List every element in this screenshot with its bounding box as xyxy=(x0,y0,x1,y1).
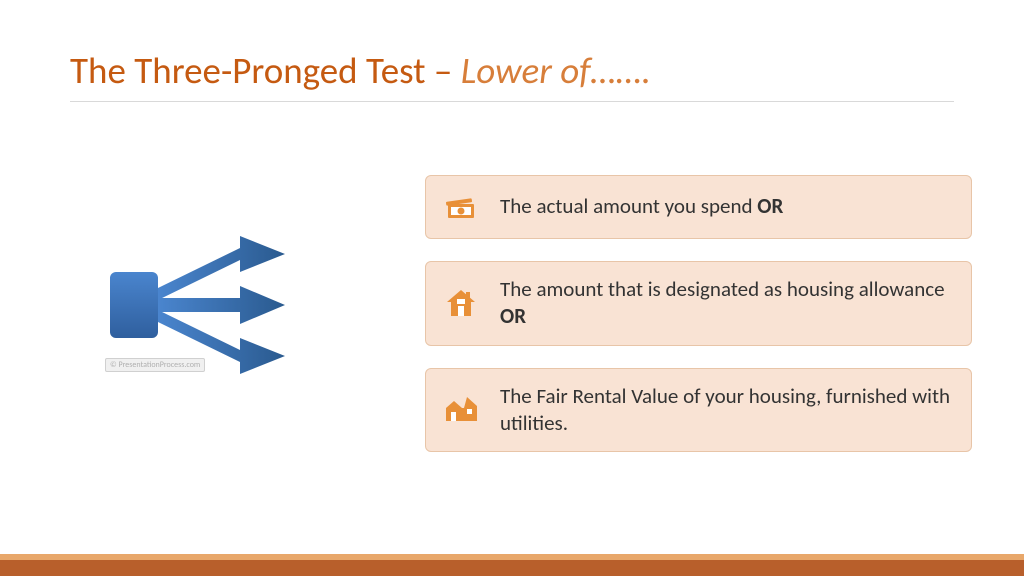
item-text-main: The Fair Rental Value of your housing, f… xyxy=(500,383,950,436)
item-text-bold: OR xyxy=(500,303,526,329)
items-list: The actual amount you spend OR The amoun… xyxy=(425,175,972,474)
footer-bar xyxy=(0,560,1024,576)
title-part-1: The Three-Pronged Test – xyxy=(70,48,461,93)
list-item: The amount that is designated as housing… xyxy=(425,261,972,346)
title-area: The Three-Pronged Test – Lower of……. xyxy=(70,48,954,102)
money-icon xyxy=(444,190,478,224)
item-text: The Fair Rental Value of your housing, f… xyxy=(500,383,953,438)
item-text-bold: OR xyxy=(757,193,783,219)
item-text: The amount that is designated as housing… xyxy=(500,276,953,331)
watermark: © PresentationProcess.com xyxy=(105,358,205,372)
item-text-main: The actual amount you spend xyxy=(500,193,757,219)
item-text: The actual amount you spend OR xyxy=(500,193,783,220)
houses-icon xyxy=(444,393,478,427)
page-title: The Three-Pronged Test – Lower of……. xyxy=(70,48,954,102)
list-item: The actual amount you spend OR xyxy=(425,175,972,239)
title-part-2: Lower of……. xyxy=(461,48,651,93)
list-item: The Fair Rental Value of your housing, f… xyxy=(425,368,972,453)
house-icon xyxy=(444,286,478,320)
item-text-main: The amount that is designated as housing… xyxy=(500,276,945,302)
